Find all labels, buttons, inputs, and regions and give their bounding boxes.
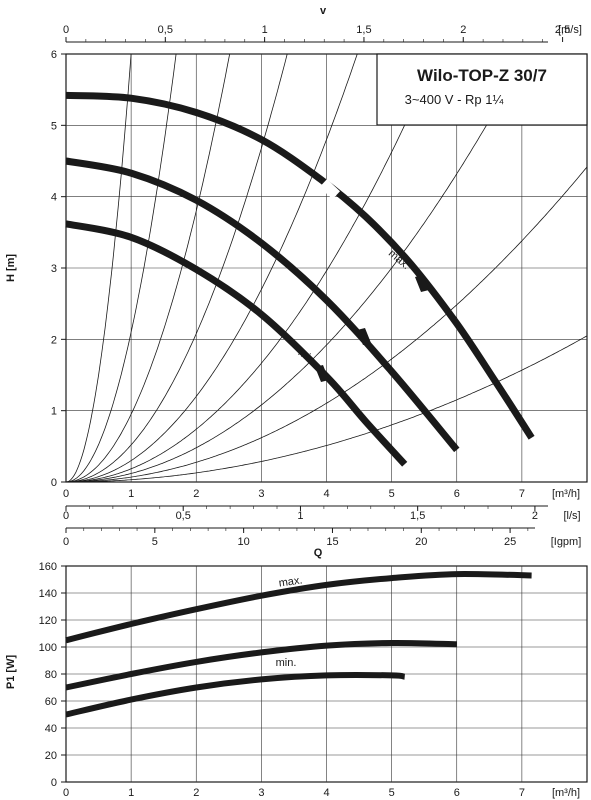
velocity-axis-title: v [320, 5, 327, 17]
power-x-tick-label: 1 [128, 787, 134, 799]
power-y-tick-label: 40 [45, 723, 57, 735]
head-y-tick-label: 6 [51, 49, 57, 61]
system-curve [66, 54, 231, 482]
igpm-tick-label: 0 [63, 536, 69, 548]
power-y-tick-label: 80 [45, 669, 57, 681]
power-x-tick-label: 4 [323, 787, 329, 799]
head-x-tick-label: 7 [519, 488, 525, 500]
ls-tick-label: 2 [532, 510, 538, 522]
ls-tick-label: 0,5 [176, 510, 191, 522]
velocity-tick-label: 0 [63, 24, 69, 36]
head-x-tick-label: 6 [454, 488, 460, 500]
power-axes: 0 20 40 60 80 100 120 140 160 0 1 2 3 4 5 6 7 [m³/h] P1 [W… [5, 561, 580, 799]
head-y-axis-title: H [m] [5, 254, 17, 282]
head-axes: 0 1 2 3 4 5 6 H [m] 0 1 2 3 4 5 6 7 [m³/h] 0 0,5 1 1,5 2 [l/s]… [5, 5, 582, 559]
power-y-tick-label: 0 [51, 777, 57, 789]
title-box: Wilo-TOP-Z 30/7 3~400 V - Rp 1¼ [376, 53, 588, 126]
pump-curve-max [65, 91, 535, 440]
power-curves: max. min. [65, 571, 532, 718]
pump-curve-min [65, 220, 408, 467]
power-y-tick-label: 100 [39, 642, 57, 654]
min-marker [315, 365, 329, 382]
ls-unit: [l/s] [563, 510, 580, 522]
ls-tick-label: 1 [297, 510, 303, 522]
power-min-label: min. [276, 657, 297, 669]
head-x-tick-label: 2 [193, 488, 199, 500]
head-x-tick-label: 4 [323, 488, 329, 500]
power-y-tick-label: 140 [39, 588, 57, 600]
power-y-tick-label: 120 [39, 615, 57, 627]
velocity-tick-label: 2 [460, 24, 466, 36]
system-curve [66, 54, 438, 482]
power-y-axis-title: P1 [W] [5, 655, 17, 690]
power-x-tick-label: 3 [258, 787, 264, 799]
max-curve-gap [319, 179, 341, 200]
head-y-tick-label: 2 [51, 334, 57, 346]
head-x-tick-label: 0 [63, 488, 69, 500]
velocity-tick-label: 1,5 [356, 24, 371, 36]
head-x-tick-label: 3 [258, 488, 264, 500]
power-x-unit: [m³/h] [552, 787, 580, 799]
igpm-tick-label: 10 [238, 536, 250, 548]
velocity-unit: [m/s] [558, 24, 582, 36]
system-curve [66, 54, 132, 482]
head-x-tick-label: 5 [389, 488, 395, 500]
igpm-unit: [Igpm] [551, 536, 582, 548]
power-y-tick-label: 20 [45, 750, 57, 762]
velocity-tick-label: 0,5 [158, 24, 173, 36]
system-curve [66, 54, 177, 482]
head-y-tick-label: 3 [51, 263, 57, 275]
igpm-tick-label: 20 [415, 536, 427, 548]
head-y-tick-label: 0 [51, 477, 57, 489]
chart-title: Wilo-TOP-Z 30/7 [417, 66, 547, 85]
flow-axis-title: Q [314, 547, 323, 559]
system-curve [66, 54, 527, 482]
head-x-unit: [m³/h] [552, 488, 580, 500]
velocity-tick-label: 1 [262, 24, 268, 36]
head-x-tick-label: 1 [128, 488, 134, 500]
ls-tick-label: 0 [63, 510, 69, 522]
power-curve-mid [65, 639, 457, 691]
chart-subtitle: 3~400 V - Rp 1¼ [405, 92, 504, 107]
system-curve [66, 54, 358, 482]
igpm-tick-label: 25 [504, 536, 516, 548]
system-curve [66, 335, 587, 482]
head-y-tick-label: 5 [51, 120, 57, 132]
power-x-tick-label: 7 [519, 787, 525, 799]
power-x-tick-label: 2 [193, 787, 199, 799]
head-curves: max.min. [65, 91, 535, 467]
igpm-tick-label: 15 [326, 536, 338, 548]
power-max-label: max. [278, 574, 303, 589]
power-curve-max [65, 571, 532, 644]
power-x-tick-label: 6 [454, 787, 460, 799]
igpm-tick-label: 5 [152, 536, 158, 548]
power-x-tick-label: 0 [63, 787, 69, 799]
max-marker [415, 275, 429, 292]
velocity-tick-label: 2,5 [555, 24, 570, 36]
head-y-tick-label: 1 [51, 406, 57, 418]
pump-curve-mid [65, 157, 460, 453]
system-curve [66, 54, 288, 482]
head-panel: max.min. 0 1 2 3 4 5 6 H [m] 0 1 2 3 4 5 6 7 [m³/h] 0 0,5 1… [5, 5, 588, 559]
power-x-tick-label: 5 [389, 787, 395, 799]
power-panel: max. min. 0 20 40 60 80 100 120 140 160 0 1 2 3 4 5 6 7 [m… [5, 561, 588, 799]
mid-marker [357, 328, 371, 345]
title-frame [376, 53, 588, 126]
power-y-tick-label: 160 [39, 561, 57, 573]
power-curve-min [65, 672, 406, 718]
head-y-tick-label: 4 [51, 192, 57, 204]
system-curve [66, 166, 587, 482]
system-curves [66, 54, 587, 482]
power-y-tick-label: 60 [45, 696, 57, 708]
ls-tick-label: 1,5 [410, 510, 425, 522]
